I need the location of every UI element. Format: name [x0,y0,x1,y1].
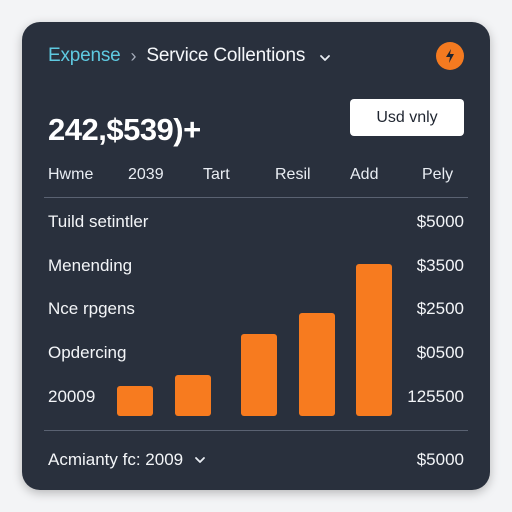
row-value: $3500 [416,256,464,275]
row-label: Opdercing [48,343,127,362]
chart-bar [241,334,277,416]
tab-reply[interactable]: Pely [422,166,454,183]
row-label: Tuild setintler [48,212,149,231]
chart-bar [175,375,211,416]
tab-add[interactable]: Add [350,166,379,183]
row-value: 125500 [407,387,464,406]
footer-filter[interactable]: Acmianty fc: 2009 [48,450,207,470]
footer-label: Acmianty fc: 2009 [48,450,184,469]
chart-bar [117,386,153,416]
lightning-icon[interactable] [436,42,464,70]
row-label: Menending [48,256,133,275]
expense-card: Expense › Service Collentions 242,$539)+… [22,22,490,490]
row-value: $0500 [416,343,464,362]
tab-home[interactable]: Hwme [48,166,94,183]
tab-result[interactable]: Resil [275,166,311,183]
tab-year[interactable]: 2039 [128,166,164,183]
chart-bar [356,264,392,416]
row-value: $5000 [416,212,464,231]
tab-bar: Hwme 2039 Tart Resil Add Pely [48,166,464,188]
tab-start[interactable]: Tart [203,166,230,183]
breadcrumb: Expense › Service Collentions [48,44,332,68]
currency-filter-button[interactable]: Usd vnly [350,99,464,136]
row-label: Nce rpgens [48,299,135,318]
row-value: $2500 [416,299,464,318]
row-label: 20009 [48,387,96,406]
footer-divider [44,430,468,431]
total-amount: 242,$539)+ [48,112,201,147]
chart-bar [299,313,335,416]
header-divider [44,197,468,198]
chevron-down-icon[interactable] [318,49,332,63]
breadcrumb-parent-link[interactable]: Expense [48,45,121,66]
breadcrumb-current[interactable]: Service Collentions [146,45,306,66]
chevron-down-icon[interactable] [193,453,207,467]
footer-total: $5000 [416,450,464,469]
breadcrumb-separator: › [130,45,137,66]
